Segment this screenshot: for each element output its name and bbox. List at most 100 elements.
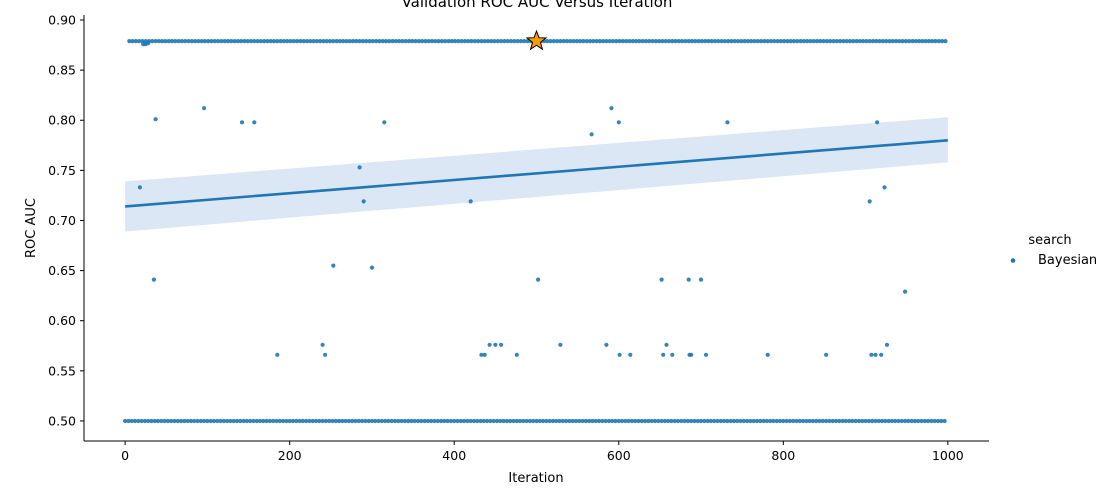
data-point	[229, 39, 234, 44]
data-point	[149, 418, 154, 424]
data-point	[745, 418, 750, 424]
data-point	[551, 39, 556, 44]
data-point	[715, 418, 720, 424]
data-point	[502, 39, 507, 44]
data-point	[179, 418, 184, 424]
data-point	[676, 39, 681, 44]
data-point	[616, 120, 621, 125]
data-point	[346, 418, 351, 424]
data-point	[861, 39, 866, 44]
data-points-layer	[123, 39, 948, 424]
data-point	[777, 418, 783, 424]
data-point	[581, 39, 586, 44]
data-point	[361, 199, 366, 204]
data-point	[660, 39, 665, 44]
y-tick-label: 0.60	[48, 313, 76, 328]
data-point	[287, 418, 292, 424]
data-point	[653, 39, 658, 44]
data-point	[903, 39, 909, 44]
data-point	[494, 418, 500, 424]
data-point	[386, 418, 391, 424]
data-point	[389, 418, 394, 424]
data-point	[208, 418, 213, 424]
data-point	[439, 418, 444, 424]
data-point	[146, 41, 151, 46]
data-point	[847, 418, 852, 424]
data-point	[432, 418, 437, 424]
data-point	[610, 39, 616, 44]
data-point	[650, 39, 655, 44]
data-point	[471, 418, 477, 424]
data-point	[412, 418, 417, 424]
data-point	[877, 39, 882, 44]
data-point	[939, 418, 944, 424]
data-point	[722, 39, 728, 44]
data-point	[695, 418, 700, 424]
data-point	[252, 120, 257, 125]
data-point	[462, 39, 467, 44]
data-point	[455, 418, 460, 424]
data-point	[640, 39, 645, 44]
data-point	[522, 39, 527, 44]
data-point	[782, 39, 787, 44]
data-point	[847, 39, 853, 44]
data-point	[422, 418, 427, 424]
data-point	[629, 418, 635, 424]
data-point	[416, 39, 421, 44]
data-point	[242, 39, 247, 44]
data-point	[258, 418, 263, 424]
y-tick-label: 0.80	[48, 113, 76, 128]
data-point	[341, 39, 346, 44]
data-point	[492, 39, 497, 44]
data-point	[841, 39, 846, 44]
data-point	[873, 352, 878, 357]
data-point	[475, 418, 480, 424]
data-point	[216, 39, 221, 44]
data-point	[466, 39, 471, 44]
data-point	[614, 39, 619, 44]
data-point	[369, 265, 375, 270]
data-point	[926, 418, 931, 424]
data-point	[304, 418, 309, 424]
data-point	[369, 418, 375, 424]
data-point	[571, 39, 576, 44]
data-point	[290, 418, 296, 424]
data-point	[300, 418, 305, 424]
data-point	[587, 39, 593, 44]
data-point	[264, 418, 269, 424]
data-point	[433, 39, 438, 44]
data-point	[426, 39, 431, 44]
data-point	[202, 106, 207, 111]
data-point	[541, 418, 546, 424]
data-point	[600, 418, 605, 424]
data-point	[127, 39, 132, 44]
data-point	[883, 418, 888, 424]
data-point	[593, 418, 598, 424]
data-point	[485, 39, 491, 44]
data-point	[827, 418, 832, 424]
data-point	[150, 39, 155, 44]
data-point	[487, 342, 492, 347]
data-point	[942, 418, 947, 424]
data-point	[222, 39, 227, 44]
data-point	[337, 39, 342, 44]
data-point	[652, 418, 658, 424]
data-point	[603, 418, 608, 424]
data-point	[234, 418, 240, 424]
data-point	[557, 418, 562, 424]
data-point	[304, 39, 310, 44]
data-point	[390, 39, 395, 44]
data-point	[155, 418, 161, 424]
data-point	[860, 418, 865, 424]
y-axis-label: ROC AUC	[24, 198, 39, 258]
data-point	[239, 120, 245, 125]
data-point	[146, 418, 151, 424]
data-point	[288, 39, 293, 44]
data-point	[604, 342, 609, 347]
data-point	[804, 418, 809, 424]
data-point	[221, 418, 226, 424]
data-point	[897, 39, 902, 44]
data-point	[698, 418, 704, 424]
data-point	[558, 39, 563, 44]
data-point	[741, 418, 746, 424]
